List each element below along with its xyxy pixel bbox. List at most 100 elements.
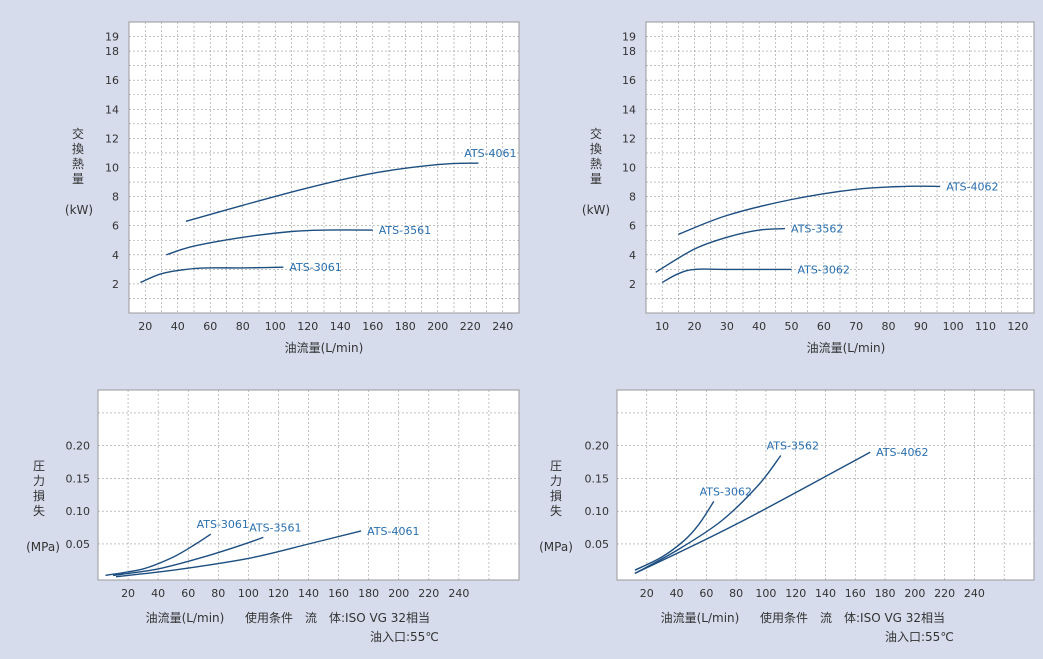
x-tick-label: 40 — [752, 320, 766, 333]
y-axis-label-char: 圧 — [550, 459, 562, 473]
usage-condition: 使用条件 流 体:ISO VG 32相当 — [760, 610, 945, 625]
x-tick-label: 30 — [720, 320, 734, 333]
x-tick-label: 60 — [203, 320, 217, 333]
x-axis-label: 油流量(L/min) — [661, 611, 740, 625]
x-tick-label: 120 — [268, 587, 289, 600]
usage-condition: 使用条件 流 体:ISO VG 32相当 — [245, 610, 430, 625]
x-tick-label: 80 — [882, 320, 896, 333]
y-axis-label-char: 力 — [33, 474, 45, 488]
x-tick-label: 110 — [975, 320, 996, 333]
x-tick-label: 10 — [655, 320, 669, 333]
series-label: ATS-3562 — [791, 223, 843, 236]
series-line-ats-3561 — [112, 536, 264, 577]
y-tick-label: 4 — [112, 249, 119, 262]
x-tick-label: 120 — [1007, 320, 1028, 333]
y-tick-label: 18 — [622, 45, 636, 58]
y-tick-label: 16 — [622, 74, 636, 87]
x-tick-label: 120 — [297, 320, 318, 333]
x-tick-label: 160 — [328, 587, 349, 600]
series-label: ATS-4061 — [367, 525, 419, 538]
x-tick-label: 160 — [845, 587, 866, 600]
x-tick-label: 200 — [427, 320, 448, 333]
x-tick-label: 40 — [151, 587, 165, 600]
y-axis-label-char: 量 — [590, 172, 602, 186]
series-label: ATS-3062 — [798, 263, 850, 276]
x-tick-label: 50 — [785, 320, 799, 333]
y-axis-unit: (MPa) — [26, 540, 60, 554]
y-tick-label: 0.05 — [585, 538, 610, 551]
series-line-ats-3061 — [105, 533, 212, 577]
y-axis-unit: (MPa) — [539, 540, 573, 554]
y-axis-label-char: 失 — [550, 503, 562, 518]
series-line-ats-4061 — [115, 530, 362, 578]
x-tick-label: 80 — [236, 320, 250, 333]
x-tick-label: 60 — [817, 320, 831, 333]
y-tick-label: 0.10 — [585, 505, 610, 518]
y-tick-label: 0.15 — [66, 472, 91, 485]
x-tick-label: 20 — [640, 587, 654, 600]
y-tick-label: 8 — [112, 191, 119, 204]
x-tick-label: 20 — [121, 587, 135, 600]
x-tick-label: 100 — [265, 320, 286, 333]
y-tick-label: 2 — [629, 278, 636, 291]
oil-inlet-condition: 油入口:55℃ — [885, 630, 954, 644]
series-line-ats-3561 — [166, 229, 373, 256]
x-tick-label: 70 — [849, 320, 863, 333]
oil-inlet-condition: 油入口:55℃ — [370, 630, 439, 644]
y-axis-label-char: 損 — [550, 488, 562, 503]
y-axis-unit: (kW) — [65, 203, 93, 217]
y-tick-label: 16 — [105, 74, 119, 87]
series-label: ATS-3061 — [197, 518, 249, 531]
x-tick-label: 100 — [755, 587, 776, 600]
y-axis-label-char: 交 — [72, 126, 84, 141]
x-axis-label: 油流量(L/min) — [807, 341, 886, 355]
y-axis-label-char: 熱 — [72, 157, 84, 171]
series-line-ats-4061 — [185, 162, 479, 222]
x-tick-label: 240 — [492, 320, 513, 333]
x-tick-label: 40 — [171, 320, 185, 333]
series-line-ats-3562 — [655, 227, 786, 273]
chart-4: 0.05 0.10 0.15 0.20 20 40 60 80 100 120 140 160 180 2… — [539, 389, 1035, 644]
x-tick-label: 180 — [875, 587, 896, 600]
x-tick-label: 60 — [699, 587, 713, 600]
x-tick-label: 80 — [729, 587, 743, 600]
series-line-ats-4062 — [634, 451, 871, 575]
series-line-ats-3062 — [661, 268, 792, 284]
y-tick-label: 4 — [629, 249, 636, 262]
x-tick-label: 140 — [330, 320, 351, 333]
y-axis-label-char: 失 — [33, 503, 45, 518]
y-axis-unit: (kW) — [582, 203, 610, 217]
y-axis-label: 圧力損失 — [550, 459, 562, 518]
x-tick-label: 240 — [448, 587, 469, 600]
chart-3: 0.05 0.10 0.15 0.20 20 40 60 80 100 120 140 160 180 2… — [26, 389, 520, 644]
series-label: ATS-3061 — [289, 261, 341, 274]
series-label: ATS-4062 — [946, 180, 998, 193]
x-tick-label: 20 — [688, 320, 702, 333]
y-tick-label: 19 — [622, 31, 636, 44]
y-tick-label: 14 — [105, 103, 119, 116]
y-axis-label: 交換熱量 — [590, 126, 602, 186]
grid — [129, 22, 519, 313]
y-tick-label: 10 — [622, 162, 636, 175]
y-tick-label: 6 — [112, 220, 119, 233]
x-tick-label: 240 — [964, 587, 985, 600]
y-axis-label-char: 交 — [590, 126, 602, 141]
x-tick-label: 160 — [362, 320, 383, 333]
x-tick-label: 20 — [138, 320, 152, 333]
series-line-ats-3562 — [634, 455, 782, 575]
x-tick-label: 200 — [904, 587, 925, 600]
x-tick-label: 220 — [934, 587, 955, 600]
y-tick-label: 6 — [629, 220, 636, 233]
y-tick-label: 0.15 — [585, 472, 610, 485]
y-tick-label: 0.10 — [66, 505, 91, 518]
x-tick-label: 180 — [395, 320, 416, 333]
x-axis-label: 油流量(L/min) — [146, 611, 225, 625]
y-tick-label: 19 — [105, 31, 119, 44]
y-axis-label-char: 熱 — [590, 157, 602, 171]
y-tick-label: 14 — [622, 103, 636, 116]
x-tick-label: 60 — [181, 587, 195, 600]
x-tick-label: 220 — [460, 320, 481, 333]
y-axis-label-char: 換 — [590, 142, 602, 156]
